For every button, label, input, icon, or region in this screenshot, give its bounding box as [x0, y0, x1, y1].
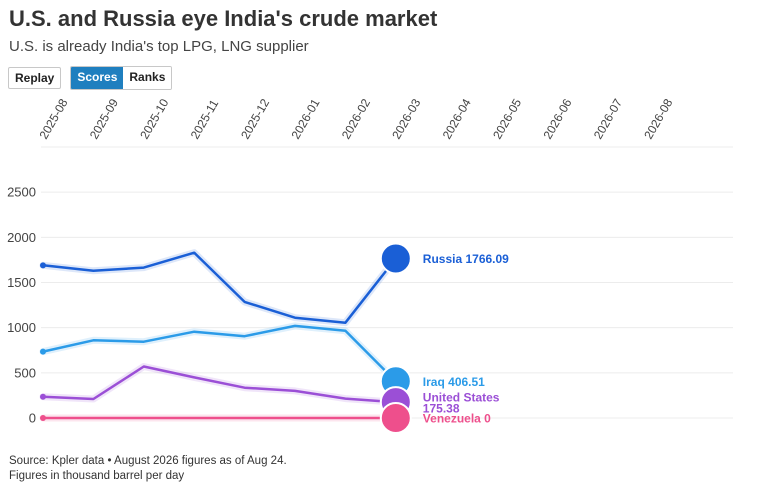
series-line — [41, 251, 398, 324]
series-line — [41, 324, 398, 383]
chart-footer: Source: Kpler data • August 2026 figures… — [9, 454, 287, 484]
x-tick-label: 2025-09 — [87, 96, 121, 141]
ranks-tab[interactable]: Ranks — [123, 67, 172, 89]
x-tick-label: 2025-08 — [36, 96, 70, 141]
units-note: Figures in thousand barrel per day — [9, 470, 185, 482]
y-tick-label: 0 — [29, 411, 36, 426]
x-tick-label: 2026-01 — [288, 96, 322, 141]
x-tick-label: 2025-11 — [188, 97, 222, 142]
series-end-label: Russia 1766.09 — [423, 252, 509, 266]
series-end-label: Venezuela 0 — [423, 412, 491, 426]
y-tick-label: 2500 — [7, 185, 36, 200]
line-chart: 0 500 1000 1500 2000 2500 2025-08 2025-09 2025-1… — [7, 96, 733, 434]
series-start-point — [40, 348, 46, 355]
series-start-point — [40, 393, 46, 400]
x-tick-label: 2026-04 — [440, 96, 474, 141]
x-tick-label: 2026-08 — [641, 96, 675, 141]
x-tick-label: 2026-07 — [591, 96, 625, 141]
series-start-point — [40, 262, 46, 269]
series-line — [41, 365, 398, 404]
series-line-halo — [39, 249, 400, 327]
chart-subtitle: U.S. is already India's top LPG, LNG sup… — [9, 38, 309, 55]
y-tick-label: 1000 — [7, 320, 36, 335]
x-tick-label: 2025-10 — [137, 96, 171, 141]
replay-button[interactable]: Replay — [8, 67, 62, 89]
x-tick-label: 2026-02 — [339, 96, 373, 141]
scores-ranks-toggle: Scores Ranks — [70, 66, 173, 90]
chart-controls: Replay Scores Ranks — [8, 66, 173, 90]
scores-tab[interactable]: Scores — [71, 67, 124, 89]
series-end-label: Iraq 406.51 — [423, 375, 485, 389]
y-tick-label: 500 — [14, 365, 36, 380]
series-start-point — [40, 415, 46, 421]
x-tick-label: 2026-06 — [540, 96, 574, 141]
chart-title: U.S. and Russia eye India's crude market — [9, 6, 438, 31]
y-tick-label: 2000 — [7, 230, 36, 245]
y-tick-label: 1500 — [7, 275, 36, 290]
x-tick-label: 2025-12 — [238, 96, 272, 141]
source-note: Source: Kpler data • August 2026 figures… — [9, 455, 287, 467]
x-tick-label: 2026-03 — [389, 96, 423, 141]
x-tick-label: 2026-05 — [490, 96, 524, 141]
series-end-marker — [379, 402, 412, 434]
series-end-marker — [379, 242, 412, 275]
series-end-label: United States 175.38 — [423, 391, 500, 416]
